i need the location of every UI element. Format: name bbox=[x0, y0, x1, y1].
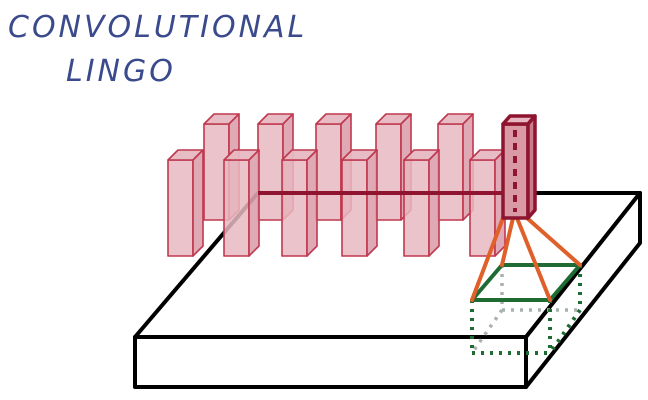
receptive-field-back bbox=[470, 265, 580, 355]
selected-feature-column bbox=[501, 114, 537, 220]
input-volume-front bbox=[133, 335, 528, 389]
title-line-1: CONVOLUTIONAL bbox=[8, 10, 308, 45]
input-volume bbox=[133, 191, 642, 389]
projection-lines bbox=[470, 216, 582, 302]
feature-column bbox=[437, 113, 474, 221]
feature-column bbox=[281, 149, 318, 257]
input-volume-side bbox=[524, 191, 642, 389]
title-line-2: LINGO bbox=[66, 54, 176, 89]
feature-column bbox=[403, 149, 440, 257]
feature-columns bbox=[167, 113, 506, 257]
feature-column bbox=[167, 149, 204, 257]
feature-column bbox=[469, 149, 506, 257]
feature-column bbox=[223, 149, 260, 257]
title: CONVOLUTIONAL LINGO bbox=[8, 6, 307, 94]
feature-column bbox=[341, 149, 378, 257]
